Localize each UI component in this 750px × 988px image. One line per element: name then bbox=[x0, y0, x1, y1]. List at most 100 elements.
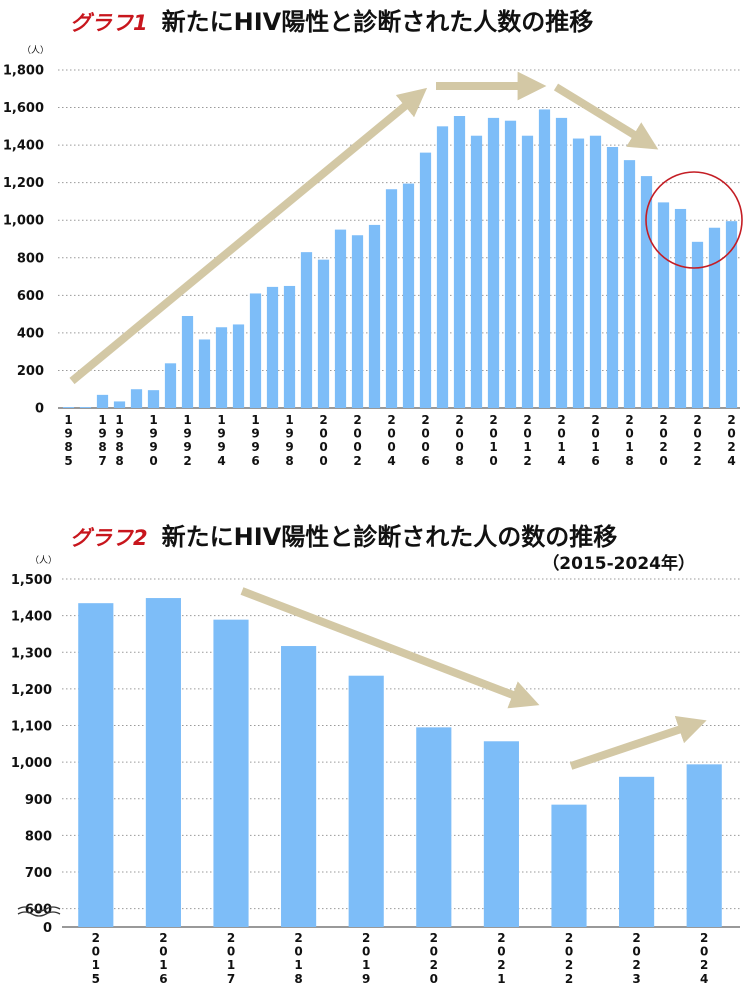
chart1-bar bbox=[623, 160, 636, 408]
chart2-y-tick-label: 0 bbox=[43, 921, 52, 936]
chart1-bar bbox=[266, 286, 279, 408]
chart2-bar bbox=[416, 727, 452, 927]
chart1-bar bbox=[283, 285, 296, 408]
chart1-bar bbox=[232, 324, 245, 408]
chart1-bar bbox=[249, 293, 262, 408]
chart2-y-tick-label: 1,400 bbox=[11, 610, 52, 625]
chart1-bar bbox=[572, 138, 585, 409]
chart2-y-tick-label: 1,200 bbox=[11, 683, 52, 698]
chart1-y-tick-label: 1,600 bbox=[3, 101, 44, 116]
chart1-tag: グラフ1 bbox=[70, 11, 148, 35]
chart2-axis-break bbox=[17, 911, 61, 917]
chart2-bar bbox=[551, 804, 587, 927]
chart1-bar bbox=[198, 339, 211, 408]
chart1-bar bbox=[317, 259, 330, 408]
chart1-unit-label: （人） bbox=[22, 45, 49, 56]
chart1-y-tick-label: 1,000 bbox=[3, 214, 44, 229]
chart1-bar bbox=[640, 176, 653, 408]
chart1-bar bbox=[674, 208, 687, 408]
chart1-bar bbox=[79, 407, 92, 408]
chart2-bar bbox=[213, 619, 249, 927]
chart1-bar bbox=[334, 229, 347, 408]
chart2-axis-break bbox=[17, 906, 61, 912]
chart2-y-tick-label: 1,000 bbox=[11, 756, 52, 771]
chart1-y-tick-label: 1,400 bbox=[3, 139, 44, 154]
chart1-y-tick-label: 800 bbox=[17, 251, 44, 266]
chart2-y-tick-label: 700 bbox=[25, 866, 52, 881]
chart2-bar bbox=[619, 776, 655, 927]
chart1-bar bbox=[113, 401, 126, 408]
chart2-y-tick-label: 800 bbox=[25, 829, 52, 844]
chart2-title-text: 新たにHIV陽性と診断された人の数の推移 bbox=[161, 523, 618, 551]
chart1-y-tick-label: 1,800 bbox=[3, 64, 44, 79]
chart2-y-tick-label: 1,500 bbox=[11, 573, 52, 588]
chart1-bar bbox=[147, 390, 160, 408]
chart1-y-tick-label: 1,200 bbox=[3, 176, 44, 191]
chart1-bar bbox=[708, 227, 721, 408]
chart2-bar bbox=[281, 646, 317, 927]
chart2-bar bbox=[686, 764, 722, 927]
chart2-unit-label: （人） bbox=[30, 555, 57, 566]
chart1-bar bbox=[538, 109, 551, 408]
chart1-bar bbox=[130, 389, 143, 408]
chart1-bar bbox=[521, 135, 534, 408]
chart2-y-tick-label: 1,100 bbox=[11, 720, 52, 735]
chart1-y-tick-label: 600 bbox=[17, 289, 44, 304]
chart2-trend-arrow-down bbox=[240, 587, 540, 709]
chart1-bar bbox=[453, 116, 466, 408]
chart1-bar bbox=[436, 126, 449, 408]
chart1-bar bbox=[62, 407, 75, 408]
chart1-bar bbox=[181, 315, 194, 408]
chart1-y-tick-label: 200 bbox=[17, 364, 44, 379]
chart1-bar bbox=[657, 202, 670, 408]
chart1-bar bbox=[419, 152, 432, 408]
chart1-bar bbox=[555, 117, 568, 408]
chart1-bar bbox=[402, 183, 415, 408]
chart1-bar bbox=[589, 135, 602, 408]
chart1-title: グラフ1 新たにHIV陽性と診断された人数の推移 bbox=[70, 2, 593, 37]
chart1-bar bbox=[368, 224, 381, 408]
chart1-y-tick-label: 400 bbox=[17, 326, 44, 341]
chart2-trend-arrow-up bbox=[569, 715, 707, 770]
chart1-bar bbox=[725, 221, 738, 408]
chart1-plot: 0 200 400 600 800 1,000 1,200 1,400 1,600 1,800 1… bbox=[3, 45, 743, 468]
chart1-y-tick-label: 0 bbox=[35, 402, 44, 417]
chart1-bar bbox=[385, 189, 398, 408]
chart1-bar bbox=[606, 146, 619, 408]
chart1-title-text: 新たにHIV陽性と診断された人数の推移 bbox=[161, 8, 594, 36]
chart1-trend-arrow-up bbox=[69, 87, 428, 385]
chart1-highlight-circle bbox=[645, 171, 743, 269]
chart2-y-tick-label: 900 bbox=[25, 793, 52, 808]
chart2-bar bbox=[483, 741, 519, 927]
chart1-bar bbox=[691, 241, 704, 408]
chart2-bar bbox=[348, 675, 384, 927]
chart2-y-tick-label: 1,300 bbox=[11, 646, 52, 661]
